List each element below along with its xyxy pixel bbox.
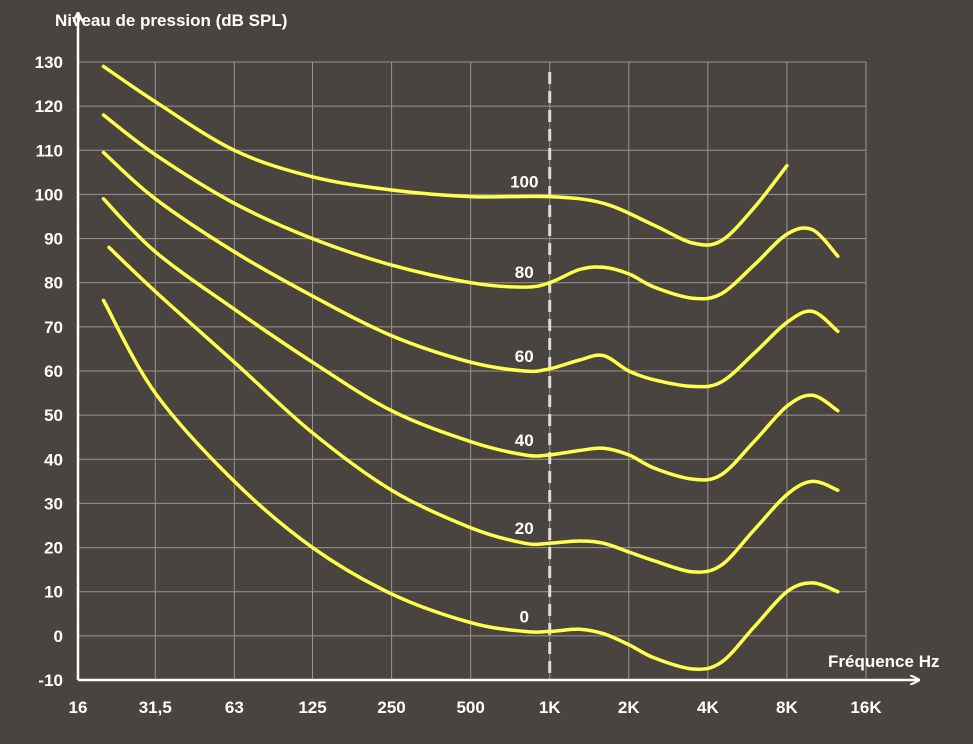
axes bbox=[78, 14, 918, 680]
y-tick-label: 130 bbox=[35, 53, 63, 72]
y-tick-label: 30 bbox=[44, 494, 63, 513]
curve-100 bbox=[101, 64, 789, 247]
x-tick-label: 500 bbox=[456, 698, 484, 717]
x-tick-label: 125 bbox=[298, 698, 326, 717]
x-tick-label: 8K bbox=[776, 698, 798, 717]
x-tick-label: 63 bbox=[225, 698, 244, 717]
y-tick-label: 80 bbox=[44, 274, 63, 293]
curve-labels: 100 80 60 40 20 0 bbox=[510, 173, 538, 627]
curve-0 bbox=[101, 298, 840, 671]
y-tick-label: 70 bbox=[44, 318, 63, 337]
x-tick-labels: 16 31,5 63 125 250 500 1K 2K 4K 8K 16K bbox=[69, 698, 883, 717]
y-tick-labels: -10 0 10 20 30 40 50 60 70 80 90 100 110 120 130 bbox=[35, 53, 63, 690]
curve-label-80: 80 bbox=[515, 263, 534, 282]
curve-label-20: 20 bbox=[515, 519, 534, 538]
y-tick-label: 120 bbox=[35, 97, 63, 116]
curve-label-40: 40 bbox=[515, 431, 534, 450]
curve-80 bbox=[101, 113, 840, 301]
curve-label-100: 100 bbox=[510, 173, 538, 192]
y-tick-label: 10 bbox=[44, 583, 63, 602]
grid bbox=[78, 61, 867, 680]
x-axis-title: Fréquence Hz bbox=[828, 652, 939, 671]
curve-20 bbox=[107, 245, 840, 574]
x-tick-label: 16 bbox=[69, 698, 88, 717]
y-axis-title: Niveau de pression (dB SPL) bbox=[55, 11, 287, 30]
y-tick-label: 0 bbox=[54, 627, 63, 646]
x-tick-label: 1K bbox=[539, 698, 561, 717]
curve-40 bbox=[101, 197, 840, 482]
y-tick-label: 20 bbox=[44, 539, 63, 558]
y-tick-label: 40 bbox=[44, 450, 63, 469]
curve-60 bbox=[101, 150, 840, 389]
y-tick-label: 50 bbox=[44, 406, 63, 425]
y-tick-label: 110 bbox=[36, 141, 63, 160]
y-tick-label: 90 bbox=[44, 230, 63, 249]
x-tick-label: 2K bbox=[618, 698, 640, 717]
y-tick-label: -10 bbox=[38, 671, 63, 690]
x-tick-label: 250 bbox=[377, 698, 405, 717]
x-tick-label: 31,5 bbox=[139, 698, 172, 717]
x-tick-label: 4K bbox=[697, 698, 719, 717]
x-tick-label: 16K bbox=[850, 698, 882, 717]
curves bbox=[101, 64, 840, 671]
curve-label-60: 60 bbox=[515, 347, 534, 366]
y-tick-label: 100 bbox=[35, 185, 63, 204]
curve-label-0: 0 bbox=[520, 607, 529, 626]
y-tick-label: 60 bbox=[44, 362, 63, 381]
